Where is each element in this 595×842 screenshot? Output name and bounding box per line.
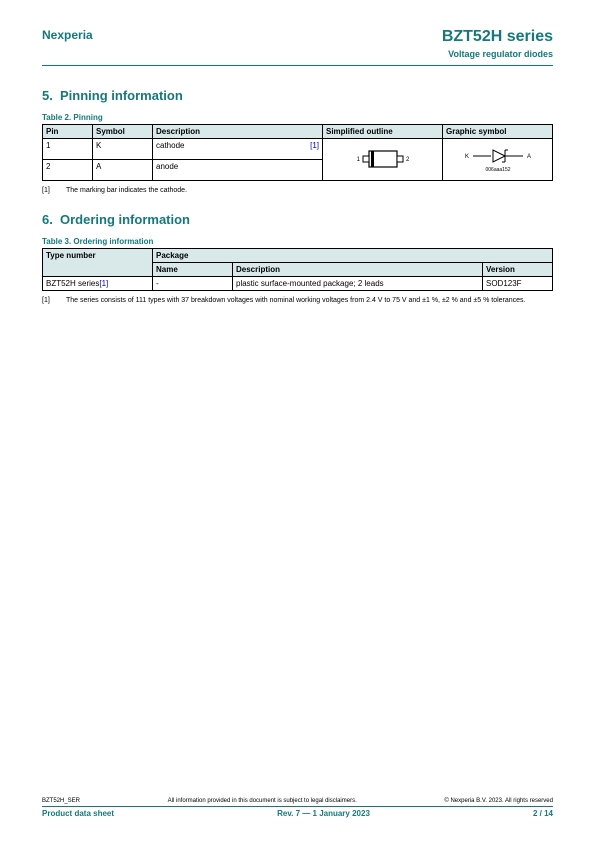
disclaimer: All information provided in this documen… [168, 798, 357, 804]
page-number: 2 / 14 [533, 809, 553, 818]
svg-text:K: K [464, 154, 468, 160]
table-row: 1 K cathode [1] 1 2 [43, 139, 553, 160]
doc-type: Product data sheet [42, 809, 114, 818]
diode-symbol-icon: K A 006aaa152 [463, 144, 533, 174]
table-3-caption: Table 3. Ordering information [42, 237, 553, 246]
col-type-number: Type number [43, 249, 153, 277]
section-5-heading: 5.Pinning information [42, 88, 553, 103]
col-description: Description [153, 125, 323, 139]
footnote: [1] The marking bar indicates the cathod… [42, 187, 553, 194]
col-symbol: Symbol [93, 125, 153, 139]
svg-text:2: 2 [406, 157, 410, 163]
copyright: © Nexperia B.V. 2023. All rights reserve… [444, 798, 553, 804]
col-pin: Pin [43, 125, 93, 139]
section-6-heading: 6.Ordering information [42, 212, 553, 227]
table-row: BZT52H series[1] - plastic surface-mount… [43, 277, 553, 291]
svg-text:006aaa152: 006aaa152 [485, 167, 510, 173]
pinning-table: Pin Symbol Description Simplified outlin… [42, 124, 553, 181]
doc-id: BZT52H_SER [42, 798, 80, 804]
col-version: Version [483, 263, 553, 277]
product-title: BZT52H series [442, 28, 553, 46]
footnote: [1] The series consists of 111 types wit… [42, 297, 553, 304]
ordering-table: Type number Package Name Description Ver… [42, 248, 553, 291]
page-footer: BZT52H_SER All information provided in t… [42, 798, 553, 818]
package-outline-icon: 1 2 [353, 147, 413, 171]
col-graphic: Graphic symbol [443, 125, 553, 139]
col-desc: Description [233, 263, 483, 277]
header-divider [42, 65, 553, 66]
footnote-ref: [1] [310, 141, 319, 150]
revision: Rev. 7 — 1 January 2023 [277, 809, 370, 818]
col-outline: Simplified outline [323, 125, 443, 139]
svg-text:1: 1 [356, 157, 360, 163]
col-name: Name [153, 263, 233, 277]
col-package: Package [153, 249, 553, 263]
table-2-caption: Table 2. Pinning [42, 113, 553, 122]
brand-name: Nexperia [42, 28, 93, 42]
subtitle: Voltage regulator diodes [42, 49, 553, 59]
svg-text:A: A [527, 154, 531, 160]
footnote-ref: [1] [99, 279, 108, 288]
